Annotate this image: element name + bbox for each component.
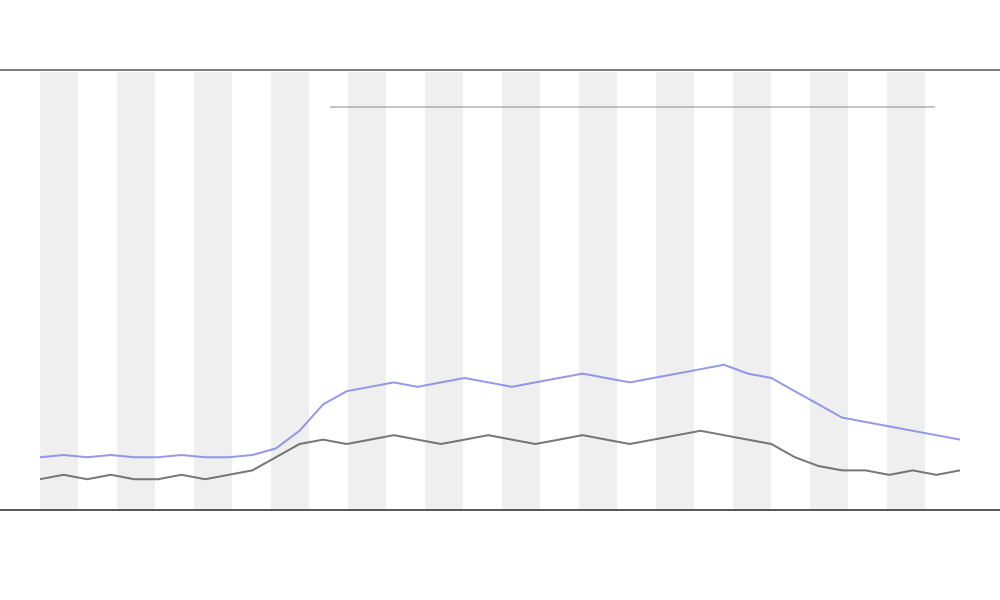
band bbox=[656, 72, 694, 509]
band bbox=[271, 72, 309, 509]
band bbox=[733, 72, 771, 509]
band bbox=[887, 72, 925, 509]
band bbox=[502, 72, 540, 509]
background-bands bbox=[40, 72, 925, 509]
band bbox=[117, 72, 155, 509]
series-line bbox=[39, 429, 961, 481]
band bbox=[40, 72, 78, 509]
series-line bbox=[39, 363, 961, 459]
band bbox=[579, 72, 617, 509]
band bbox=[425, 72, 463, 509]
band bbox=[348, 72, 386, 509]
band bbox=[810, 72, 848, 509]
band bbox=[194, 72, 232, 509]
